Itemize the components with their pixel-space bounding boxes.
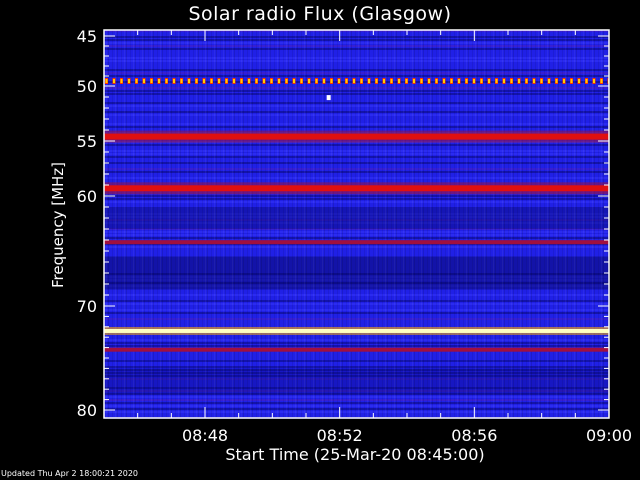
y-tick-label: 80 xyxy=(77,401,97,420)
emission-band xyxy=(104,347,609,352)
x-tick-label: 08:52 xyxy=(317,426,363,445)
emission-band xyxy=(104,133,609,140)
y-tick-label: 70 xyxy=(77,297,97,316)
plot-frame xyxy=(103,29,610,419)
burst-point xyxy=(326,95,331,101)
emission-band xyxy=(104,78,609,84)
heatmap-area xyxy=(104,30,609,419)
chart-title: Solar radio Flux (Glasgow) xyxy=(188,3,452,25)
y-tick-label: 60 xyxy=(77,187,97,206)
x-axis-label: Start Time (25-Mar-20 08:45:00) xyxy=(225,445,485,464)
axes: 45 50 55 60 70 80 08:48 08:52 08:56 09:00 xyxy=(77,27,632,445)
x-tick-label: 09:00 xyxy=(586,426,632,445)
y-tick-label: 50 xyxy=(77,77,97,96)
y-tick-label: 55 xyxy=(77,132,97,151)
y-axis-label: Frequency [MHz] xyxy=(49,161,67,289)
x-tick-label: 08:56 xyxy=(451,426,497,445)
vertical-noise xyxy=(104,30,609,418)
emission-band xyxy=(104,328,609,333)
emission-band xyxy=(104,240,609,245)
emission-band xyxy=(104,185,609,192)
x-tick-label: 08:48 xyxy=(182,426,228,445)
y-tick-label: 45 xyxy=(77,27,97,46)
updated-timestamp: Updated Thu Apr 2 18:00:21 2020 xyxy=(1,469,139,478)
